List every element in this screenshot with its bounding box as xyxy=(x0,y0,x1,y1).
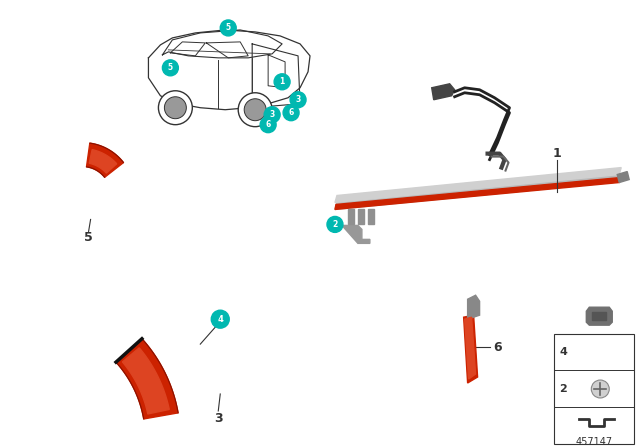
Text: 6: 6 xyxy=(493,340,502,353)
Circle shape xyxy=(211,310,229,328)
Circle shape xyxy=(290,92,306,108)
Text: 2: 2 xyxy=(332,220,337,229)
Polygon shape xyxy=(335,168,621,202)
Polygon shape xyxy=(617,172,629,182)
Polygon shape xyxy=(89,150,116,173)
Polygon shape xyxy=(465,317,476,379)
Circle shape xyxy=(244,99,266,121)
Text: 3: 3 xyxy=(296,95,301,104)
Text: 4: 4 xyxy=(218,314,223,323)
Circle shape xyxy=(283,105,299,121)
Text: 6: 6 xyxy=(289,108,294,117)
Circle shape xyxy=(159,91,193,125)
Circle shape xyxy=(591,380,609,398)
Text: 5: 5 xyxy=(226,23,231,32)
Circle shape xyxy=(220,20,236,36)
Polygon shape xyxy=(122,348,170,414)
Text: 5: 5 xyxy=(84,231,93,244)
Polygon shape xyxy=(586,307,612,325)
Bar xyxy=(554,334,634,444)
Text: 5: 5 xyxy=(168,63,173,72)
Circle shape xyxy=(164,97,186,119)
Text: 1: 1 xyxy=(280,78,285,86)
Circle shape xyxy=(327,216,343,233)
Text: 3: 3 xyxy=(269,110,275,119)
Text: 4: 4 xyxy=(559,347,567,357)
Circle shape xyxy=(274,74,290,90)
Text: 6: 6 xyxy=(266,120,271,129)
Text: 1: 1 xyxy=(553,147,562,160)
Polygon shape xyxy=(468,295,479,319)
Text: 3: 3 xyxy=(214,413,223,426)
Polygon shape xyxy=(86,143,124,177)
Polygon shape xyxy=(368,210,374,224)
Polygon shape xyxy=(335,177,620,210)
Polygon shape xyxy=(592,312,606,320)
Polygon shape xyxy=(432,84,454,100)
Polygon shape xyxy=(463,315,477,383)
Circle shape xyxy=(163,60,179,76)
Circle shape xyxy=(264,107,280,123)
Polygon shape xyxy=(358,210,364,224)
Polygon shape xyxy=(335,175,621,210)
Circle shape xyxy=(260,116,276,133)
Polygon shape xyxy=(348,210,354,224)
Text: 2: 2 xyxy=(559,384,567,394)
Polygon shape xyxy=(116,339,178,419)
Text: 457147: 457147 xyxy=(576,437,613,447)
Circle shape xyxy=(238,93,272,127)
Polygon shape xyxy=(342,225,370,243)
